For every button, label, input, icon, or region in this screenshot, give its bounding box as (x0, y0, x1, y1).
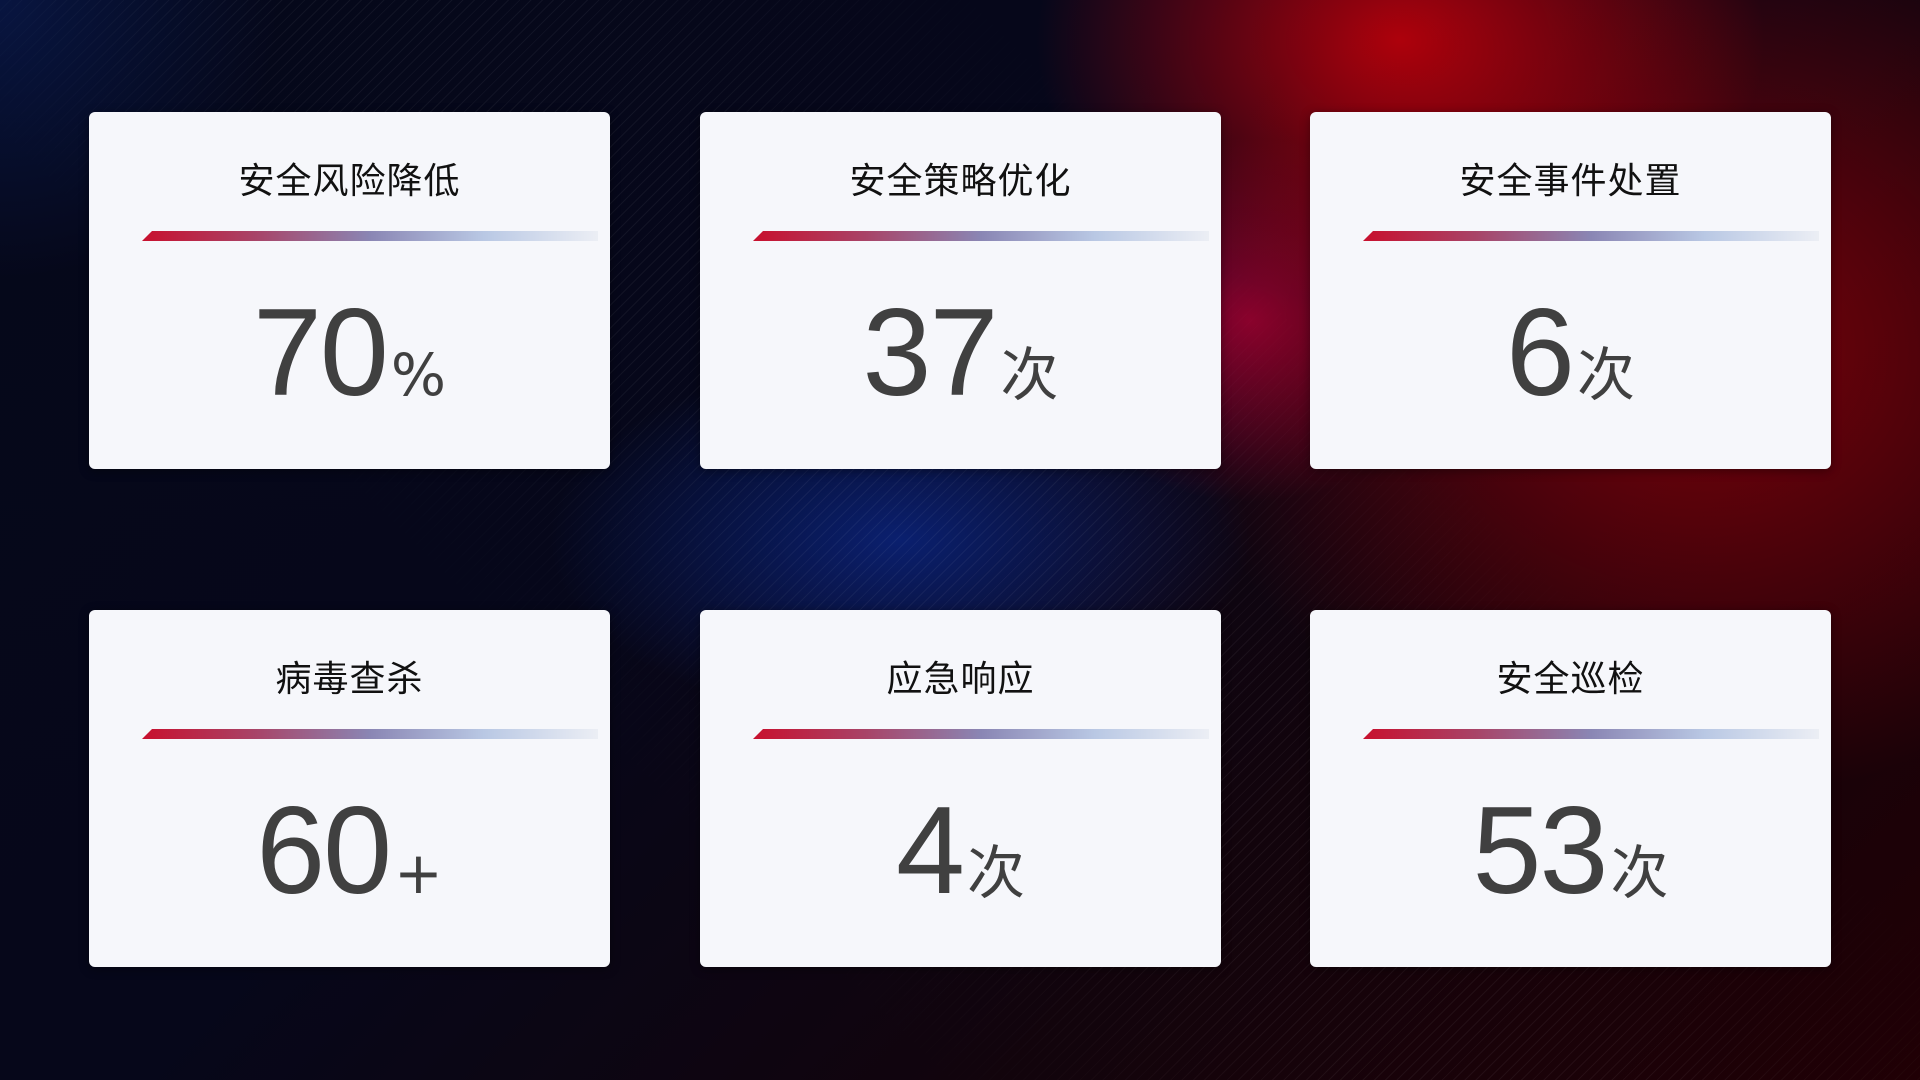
card-title: 病毒查杀 (275, 659, 424, 700)
stat-card-risk-reduction: 安全风险降低 70% (89, 112, 610, 469)
card-value: 6次 (1310, 282, 1831, 424)
card-value: 70% (89, 282, 610, 424)
value-number: 70 (252, 284, 389, 422)
card-divider (1363, 231, 1819, 241)
stat-card-emergency-response: 应急响应 4次 (700, 610, 1221, 967)
value-number: 60 (256, 782, 392, 920)
value-number: 53 (1472, 782, 1609, 920)
value-unit: 次 (1576, 341, 1635, 409)
value-number: 6 (1506, 284, 1575, 422)
value-unit: + (394, 839, 443, 907)
value-number: 4 (896, 782, 965, 920)
stat-card-policy-optimization: 安全策略优化 37次 (700, 112, 1221, 469)
value-unit: % (390, 341, 447, 409)
card-title: 安全策略优化 (849, 161, 1072, 202)
card-value: 37次 (700, 282, 1221, 424)
stat-card-virus-removal: 病毒查杀 60+ (89, 610, 610, 967)
card-value: 53次 (1310, 780, 1831, 922)
card-title: 应急响应 (886, 659, 1035, 700)
stat-card-incident-handling: 安全事件处置 6次 (1310, 112, 1831, 469)
stat-card-security-inspection: 安全巡检 53次 (1310, 610, 1831, 967)
card-title: 安全巡检 (1496, 659, 1645, 700)
card-divider (142, 231, 598, 241)
card-title: 安全风险降低 (238, 161, 461, 202)
card-value: 60+ (89, 780, 610, 922)
value-unit: 次 (966, 839, 1025, 907)
card-divider (1363, 729, 1819, 739)
card-divider (753, 729, 1209, 739)
value-unit: 次 (1000, 341, 1059, 409)
card-divider (142, 729, 598, 739)
value-number: 37 (862, 284, 999, 422)
card-divider (753, 231, 1209, 241)
card-value: 4次 (700, 780, 1221, 922)
card-title: 安全事件处置 (1459, 161, 1682, 202)
value-unit: 次 (1610, 839, 1669, 907)
